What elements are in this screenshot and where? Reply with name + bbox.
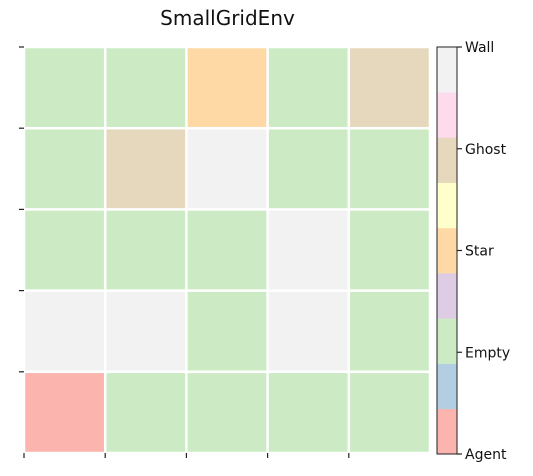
grid-cells [25,48,429,452]
grid-cell-wall [268,291,348,371]
grid-cell-wall [187,129,267,209]
grid-cell-empty [268,129,348,209]
colorbar-segment [437,273,457,319]
grid-cell-wall [268,210,348,290]
grid-cell-empty [187,210,267,290]
grid-cell-empty [106,373,186,452]
colorbar-segment [437,137,457,183]
colorbar-segment [437,408,457,455]
colorbar-segment [437,182,457,229]
grid-cell-wall [106,291,186,371]
colorbar-segment [437,92,457,138]
colorbar-label-star: Star [465,244,494,260]
grid-cell-star [187,48,267,127]
grid-cell-empty [25,48,104,127]
grid-cell-empty [350,129,429,209]
grid-cell-empty [187,291,267,371]
grid-cell-empty [106,48,186,127]
colorbar-segment [437,227,457,274]
colorbar-label-ghost: Ghost [465,142,507,158]
grid-cell-empty [268,48,348,127]
grid-cell-empty [106,210,186,290]
grid-cell-empty [350,210,429,290]
grid-cell-empty [25,210,104,290]
colorbar-segment [437,318,457,364]
colorbar-label-empty: Empty [465,345,510,361]
grid-cell-ghost [106,129,186,209]
chart-title: SmallGridEnv [160,6,295,30]
colorbar-segment [437,47,457,93]
grid-axis-ticks [19,46,350,458]
grid-cell-wall [25,291,104,371]
grid-cell-ghost [350,48,429,127]
colorbar-segment [437,363,457,410]
grid-cell-agent [25,373,104,452]
grid-cell-empty [187,373,267,452]
grid-cell-empty [350,373,429,452]
grid-cell-empty [268,373,348,452]
colorbar-label-agent: Agent [465,447,507,463]
grid-cell-empty [25,129,104,209]
colorbar: Agent Empty Star Ghost Wall [436,40,510,463]
colorbar-label-wall: Wall [465,40,494,56]
grid-cell-empty [350,291,429,371]
